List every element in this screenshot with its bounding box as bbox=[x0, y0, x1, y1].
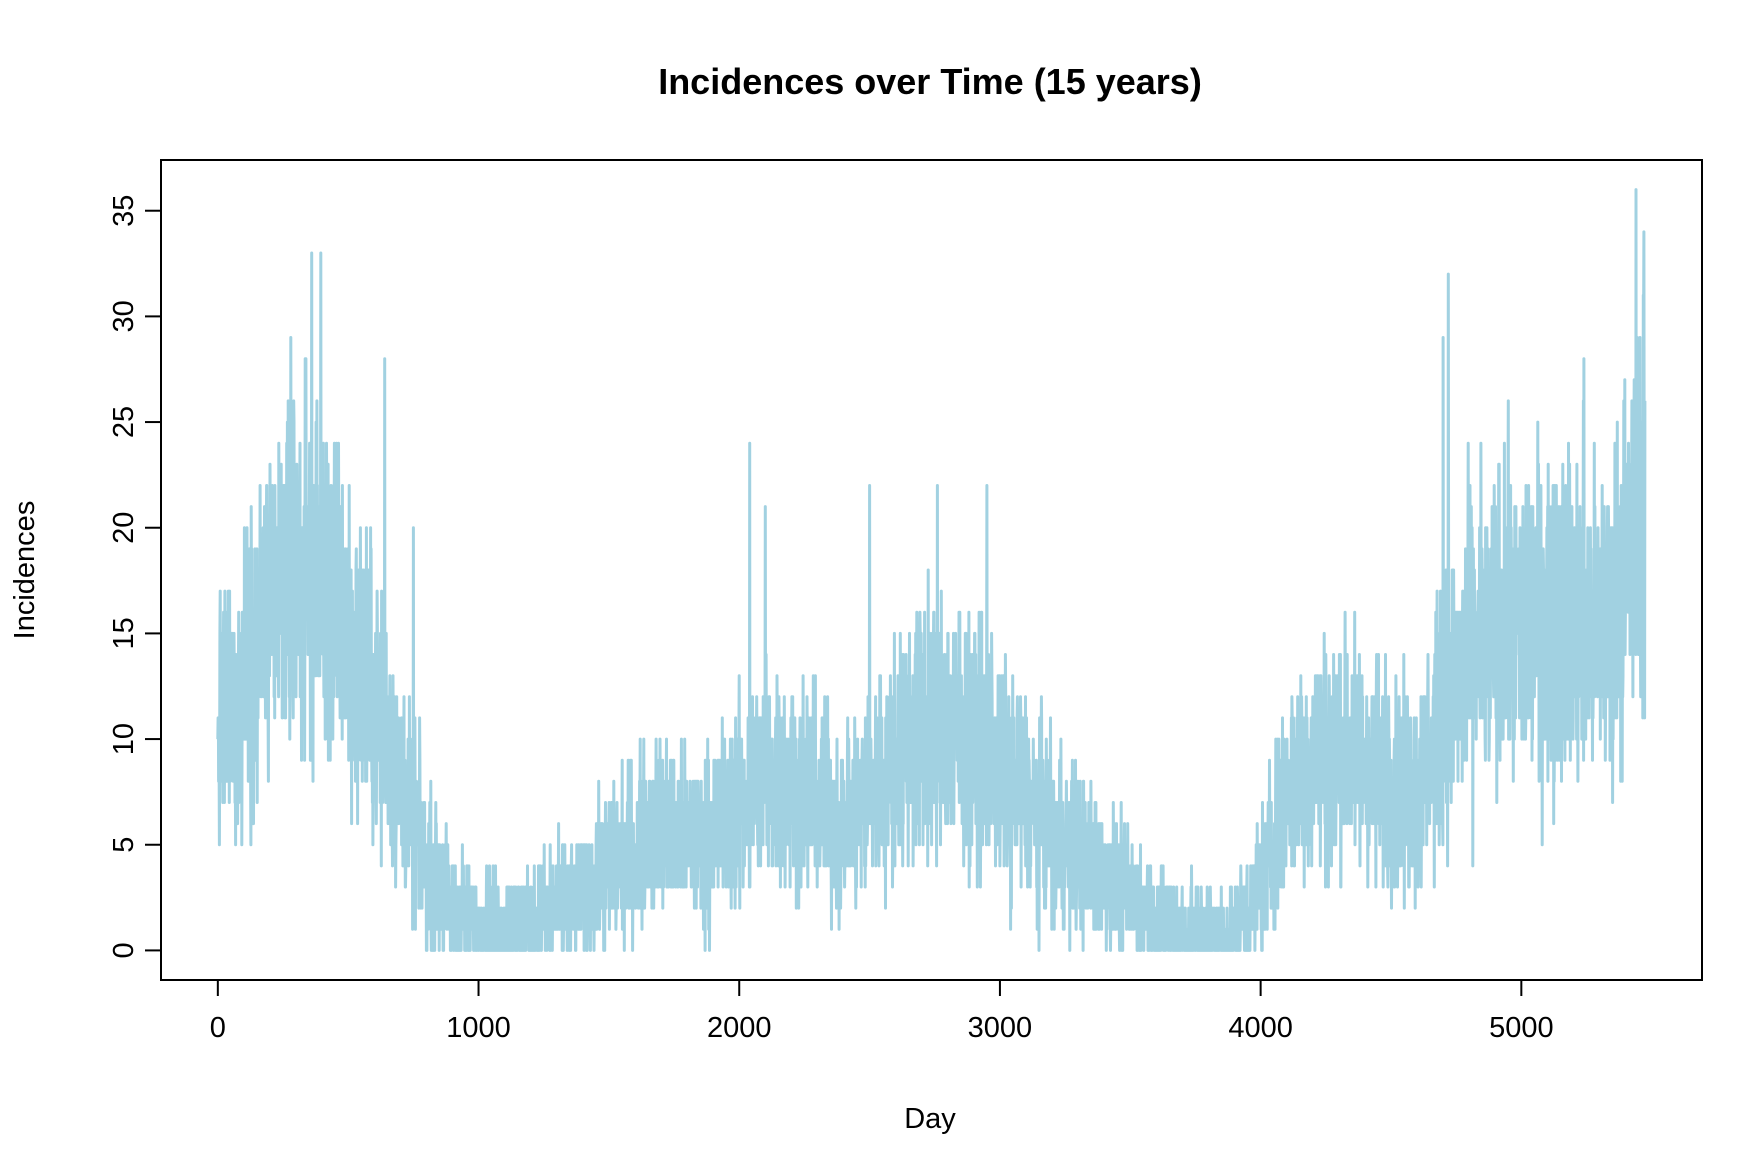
y-tick-label: 30 bbox=[108, 300, 140, 332]
y-tick-label: 35 bbox=[108, 195, 140, 227]
x-tick-label: 1000 bbox=[446, 1012, 511, 1044]
y-tick-label: 20 bbox=[108, 512, 140, 544]
y-tick-label: 0 bbox=[108, 942, 140, 958]
x-tick-label: 5000 bbox=[1489, 1012, 1554, 1044]
y-tick-label: 5 bbox=[108, 837, 140, 853]
y-axis-label: Incidences bbox=[9, 501, 41, 640]
x-axis-label: Day bbox=[904, 1103, 956, 1135]
y-tick-label: 25 bbox=[108, 406, 140, 438]
series-layer bbox=[216, 188, 1647, 952]
series-line-incidences bbox=[216, 188, 1647, 952]
chart-title: Incidences over Time (15 years) bbox=[658, 61, 1202, 102]
x-tick-label: 3000 bbox=[968, 1012, 1033, 1044]
x-tick-label: 4000 bbox=[1228, 1012, 1293, 1044]
y-tick-label: 10 bbox=[108, 723, 140, 755]
x-axis: 0 1000 2000 3000 4000 5000 bbox=[210, 979, 1554, 1044]
y-tick-label: 15 bbox=[108, 617, 140, 649]
x-tick-label: 0 bbox=[210, 1012, 226, 1044]
x-tick-label: 2000 bbox=[707, 1012, 772, 1044]
y-axis: 0 5 10 15 20 25 30 35 bbox=[108, 195, 162, 958]
